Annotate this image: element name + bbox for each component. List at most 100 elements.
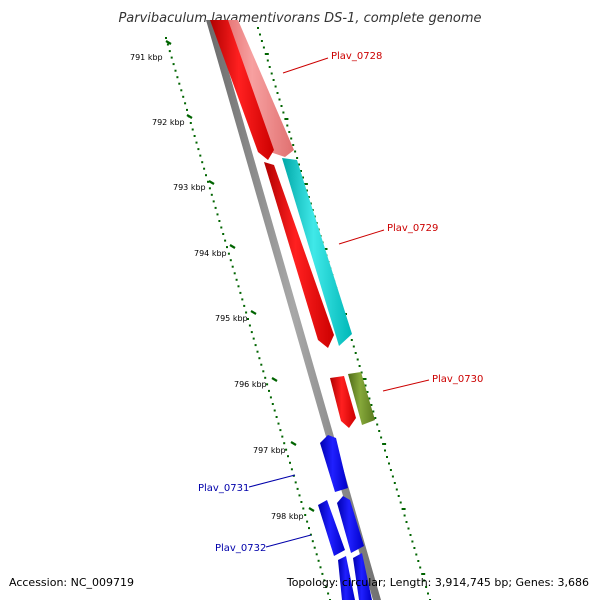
outer-scale-dot [405, 521, 408, 523]
scale-dot [300, 501, 303, 503]
scale-dot [176, 76, 179, 79]
scale-dot [287, 455, 289, 458]
map-title: Parvibaculum lavamentivorans DS-1, compl… [118, 11, 481, 26]
outer-scale-dot [368, 397, 371, 400]
scale-dot [325, 585, 328, 588]
outer-scale-dot [358, 365, 361, 367]
gene-arrow-plav-0729-cyan[interactable] [282, 158, 352, 346]
scale-tick-labels: 791 kbp 792 kbp 793 kbp 794 kbp 795 kbp … [130, 53, 304, 521]
scale-dot [266, 383, 269, 386]
outer-scale-dot [403, 514, 406, 517]
scale-dot [208, 187, 211, 190]
gene-label-plav-0731[interactable]: Plav_0731 [198, 483, 249, 494]
scale-dot [264, 376, 267, 379]
scale-dot [199, 154, 202, 157]
scale-dot [197, 148, 200, 151]
gene-arrow-plav-0728[interactable] [210, 20, 274, 160]
outer-scale-dot [419, 566, 422, 569]
outer-scale-dot [350, 339, 353, 341]
outer-scale-dot [399, 501, 402, 504]
outer-scale-dot [278, 98, 281, 101]
scale-track [165, 37, 331, 600]
outer-scale-dot [292, 144, 295, 146]
outer-scale-dot [356, 358, 359, 361]
callout-line-plav-0731 [248, 474, 296, 488]
scale-dot [256, 350, 259, 353]
callout-line-plav-0730 [382, 379, 430, 392]
scale-dot [258, 357, 261, 360]
outer-scale-dot [276, 92, 279, 94]
scale-dot [239, 291, 242, 294]
scale-dot [262, 370, 265, 373]
outer-scale-dot [274, 85, 277, 88]
scale-dot [275, 416, 278, 418]
scale-dot [279, 429, 282, 432]
outer-scale-dot [388, 462, 390, 465]
outer-scale-dot [389, 469, 392, 471]
gene-arrow-plav-0732-b[interactable] [337, 496, 364, 553]
gene-arrow-blue-bottom-b[interactable] [353, 553, 372, 600]
outer-scale-dot [282, 111, 285, 114]
scale-major-tick [186, 114, 193, 119]
outer-scale-dot [421, 573, 426, 575]
gene-label-plav-0728[interactable]: Plav_0728 [331, 51, 382, 62]
scale-dot [271, 403, 274, 405]
gene-arrow-plav-0731[interactable] [320, 435, 348, 492]
outer-scale-dot [270, 72, 273, 75]
outer-scale-dot [296, 157, 299, 159]
scale-dot [212, 200, 215, 203]
scale-dot [294, 481, 297, 484]
tick-label: 793 kbp [173, 183, 206, 192]
outer-scale-dot [288, 131, 291, 133]
outer-scale-dot [257, 27, 259, 29]
scale-dot [233, 272, 236, 275]
scale-dot [268, 389, 270, 392]
scale-dot [186, 108, 188, 111]
outer-scale-dot [370, 404, 373, 406]
outer-scale-dot [284, 118, 289, 120]
scale-major-tick [229, 244, 236, 249]
gene-label-plav-0732[interactable]: Plav_0732 [215, 543, 266, 554]
scale-major-tick [250, 310, 257, 315]
scale-dot [285, 448, 288, 451]
scale-dot [313, 546, 316, 549]
scale-dot [231, 265, 234, 268]
outer-scale-dot [259, 33, 261, 36]
scale-dot [180, 89, 183, 92]
callout-line-plav-0728 [282, 57, 329, 74]
outer-scale-dot [362, 378, 367, 380]
scale-dot [168, 50, 171, 53]
gene-arrow-blue-bottom-a[interactable] [338, 556, 355, 600]
scale-dot [296, 487, 299, 490]
gene-arrow-plav-0730[interactable] [348, 372, 375, 425]
scale-dot [319, 566, 322, 569]
scale-dot [269, 396, 272, 399]
accession-text: Accession: NC_009719 [9, 576, 134, 589]
outer-scale-dot [323, 248, 328, 250]
scale-dot [248, 324, 251, 327]
scale-dot [250, 331, 253, 334]
scale-dot [191, 128, 194, 131]
scale-dot [172, 63, 175, 66]
scale-dot [166, 43, 169, 46]
scale-dot [323, 579, 326, 582]
scale-dot [218, 220, 221, 222]
gene-label-plav-0730[interactable]: Plav_0730 [432, 374, 483, 385]
scale-dot [170, 56, 173, 59]
scale-major-tick [208, 180, 215, 185]
outer-scale-dot [268, 66, 271, 68]
outer-scale-dot [309, 202, 312, 205]
gene-label-plav-0729[interactable]: Plav_0729 [387, 223, 438, 234]
outer-scale-dot [386, 456, 388, 458]
outer-scale-dot [294, 150, 297, 153]
gene-arrow-plav-0732[interactable] [318, 500, 345, 556]
outer-scale-dot [378, 430, 381, 432]
scale-major-tick [271, 377, 278, 382]
outer-scale-dot [264, 53, 269, 55]
gene-arrow-plav-0730-red[interactable] [330, 376, 356, 428]
outer-scale-dot [364, 384, 367, 387]
scale-dot [247, 318, 249, 320]
scale-dot [195, 141, 198, 144]
gene-arrow-plav-0729[interactable] [264, 162, 334, 348]
scale-dot [165, 37, 167, 39]
